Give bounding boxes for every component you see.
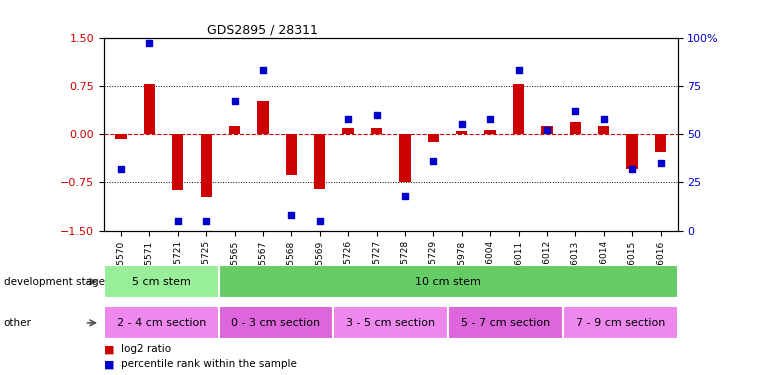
Point: [569, 108, 581, 114]
Bar: [229, 126, 240, 134]
Point: [229, 98, 241, 104]
Point: [484, 116, 497, 122]
Bar: [563, 306, 678, 339]
Point: [285, 212, 297, 218]
Text: 7 - 9 cm section: 7 - 9 cm section: [575, 318, 665, 328]
Bar: [116, 134, 127, 139]
Point: [172, 218, 184, 224]
Point: [370, 112, 383, 118]
Bar: [104, 306, 219, 339]
Text: 5 cm stem: 5 cm stem: [132, 277, 191, 286]
Text: 10 cm stem: 10 cm stem: [415, 277, 481, 286]
Bar: [371, 128, 382, 134]
Bar: [448, 306, 563, 339]
Bar: [144, 84, 155, 134]
Point: [598, 116, 610, 122]
Point: [427, 158, 440, 164]
Bar: [286, 134, 297, 175]
Text: percentile rank within the sample: percentile rank within the sample: [121, 359, 296, 369]
Text: log2 ratio: log2 ratio: [121, 344, 171, 354]
Bar: [427, 134, 439, 142]
Text: 3 - 5 cm section: 3 - 5 cm section: [346, 318, 435, 328]
Text: ■: ■: [104, 344, 115, 354]
Point: [342, 116, 354, 122]
Point: [654, 160, 667, 166]
Text: ■: ■: [104, 359, 115, 369]
Bar: [257, 100, 269, 134]
Point: [626, 166, 638, 172]
Bar: [627, 134, 638, 170]
Point: [541, 127, 553, 133]
Text: development stage: development stage: [4, 277, 105, 286]
Point: [399, 193, 411, 199]
Bar: [200, 134, 212, 196]
Bar: [343, 128, 354, 134]
Bar: [654, 134, 666, 152]
Point: [257, 68, 270, 74]
Text: other: other: [4, 318, 32, 328]
Bar: [513, 84, 524, 134]
Bar: [219, 265, 678, 298]
Bar: [314, 134, 326, 189]
Text: 0 - 3 cm section: 0 - 3 cm section: [232, 318, 320, 328]
Bar: [104, 265, 219, 298]
Bar: [219, 306, 333, 339]
Text: 2 - 4 cm section: 2 - 4 cm section: [116, 318, 206, 328]
Text: 5 - 7 cm section: 5 - 7 cm section: [461, 318, 550, 328]
Bar: [400, 134, 410, 182]
Bar: [598, 126, 609, 134]
Point: [200, 218, 213, 224]
Bar: [541, 126, 553, 134]
Point: [313, 218, 326, 224]
Bar: [333, 306, 448, 339]
Point: [115, 166, 127, 172]
Bar: [456, 131, 467, 134]
Point: [512, 68, 524, 74]
Text: GDS2895 / 28311: GDS2895 / 28311: [207, 23, 318, 36]
Bar: [484, 129, 496, 134]
Bar: [570, 123, 581, 134]
Point: [456, 122, 468, 128]
Point: [143, 40, 156, 46]
Bar: [172, 134, 183, 190]
